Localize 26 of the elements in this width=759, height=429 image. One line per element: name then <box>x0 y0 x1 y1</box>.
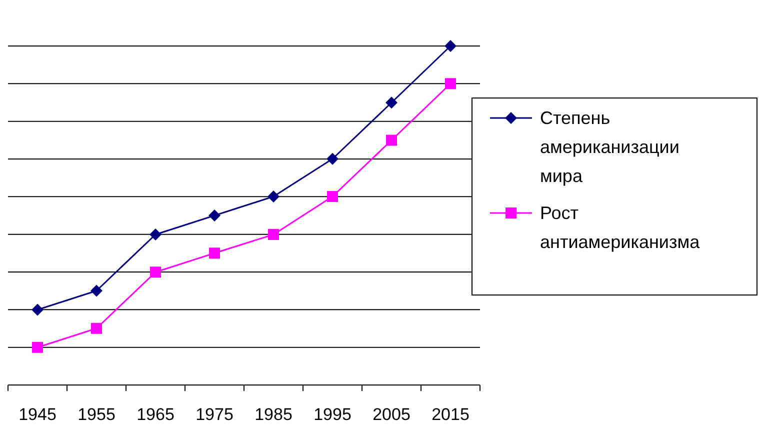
point <box>32 304 44 316</box>
point <box>90 284 102 297</box>
point <box>326 152 338 165</box>
point <box>327 191 338 202</box>
x-tick-label: 1985 <box>254 405 292 424</box>
x-tick-label: 1965 <box>136 405 174 424</box>
point <box>444 40 456 52</box>
x-tick-label: 1945 <box>18 405 56 424</box>
point <box>268 190 280 203</box>
point <box>445 78 456 90</box>
x-tick-label: 2005 <box>372 405 410 424</box>
x-tick-label: 2015 <box>432 405 470 424</box>
x-tick-label: 1955 <box>78 405 116 424</box>
point <box>150 228 162 240</box>
legend-label: Степень американизации мира <box>540 108 680 186</box>
point <box>386 134 397 146</box>
point <box>91 322 102 334</box>
point <box>32 342 43 353</box>
legend-label: Рост антиамериканизма <box>540 203 701 252</box>
point <box>386 96 398 109</box>
point <box>209 248 220 259</box>
x-tick-label: 1995 <box>314 405 352 424</box>
point <box>208 210 220 222</box>
point <box>268 228 279 240</box>
point <box>150 266 161 278</box>
x-tick-label: 1975 <box>196 405 234 424</box>
